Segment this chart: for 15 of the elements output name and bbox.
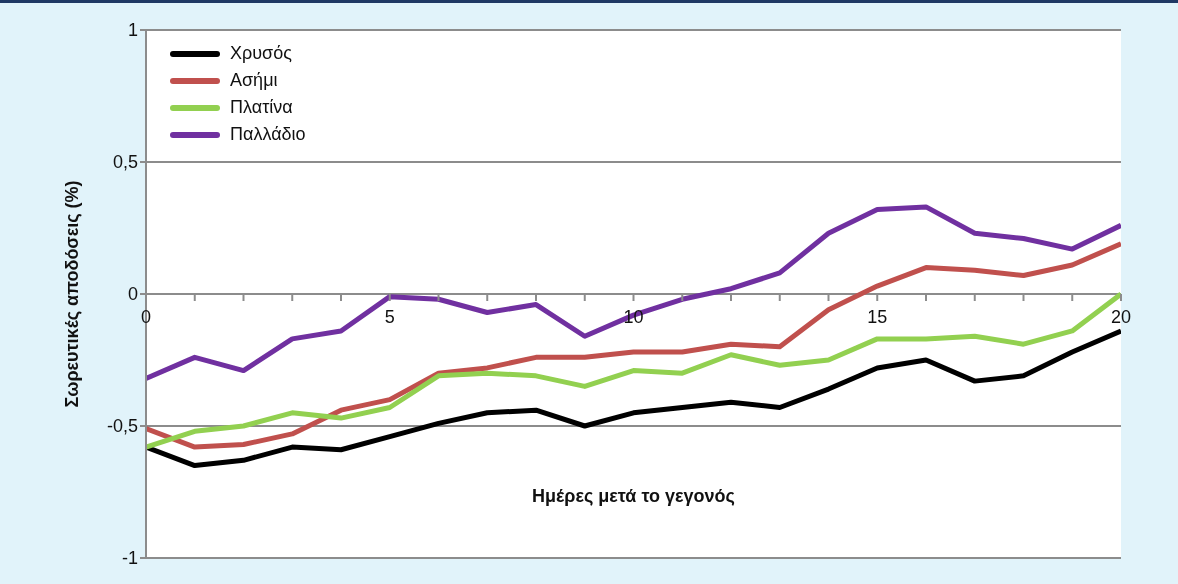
y-tick-label: 0,5 (112, 152, 138, 173)
legend-label: Χρυσός (230, 43, 292, 64)
legend-label: Πλατίνα (230, 97, 293, 118)
x-axis-title: Ημέρες μετά το γεγονός (531, 486, 736, 507)
y-tick-label: 0 (127, 284, 138, 305)
x-tick-label: 20 (1110, 307, 1132, 327)
y-tick-label: -0,5 (106, 416, 138, 437)
legend-label: Ασήμι (230, 70, 278, 91)
x-tick-label: 15 (867, 307, 888, 327)
x-tick-label: 0 (140, 307, 152, 327)
legend-label: Παλλάδιο (230, 124, 306, 145)
y-tick-label: -1 (121, 548, 138, 569)
y-axis-title: Σωρευτικές αποδόσεις (%) (61, 180, 83, 408)
x-tick-label: 5 (384, 307, 395, 327)
y-tick-label: 1 (127, 20, 138, 41)
